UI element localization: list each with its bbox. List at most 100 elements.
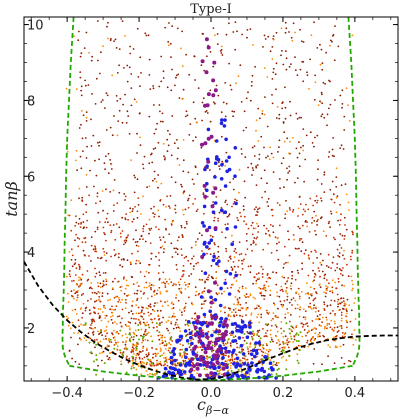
point-dark-red <box>140 351 142 353</box>
point-dark-red <box>101 295 104 297</box>
point-dark-red <box>323 277 326 280</box>
point-red <box>268 276 271 279</box>
point-red <box>71 280 73 282</box>
point-dark-red <box>263 146 265 149</box>
point-dark-red <box>275 326 278 328</box>
point-orange <box>114 339 116 342</box>
point-orange <box>107 299 109 302</box>
point-red <box>191 317 194 320</box>
point-dark-red <box>184 115 187 118</box>
point-dark-red <box>161 120 164 123</box>
point-dark-red <box>306 74 309 76</box>
point-red <box>95 202 97 205</box>
point-dark-red <box>225 102 228 105</box>
point-dark-red <box>75 221 78 224</box>
point-orange <box>335 167 338 170</box>
point-orange <box>347 104 349 106</box>
point-green <box>227 338 230 341</box>
point-red <box>170 281 173 284</box>
point-orange <box>339 325 341 328</box>
point-red <box>223 354 225 357</box>
point-red <box>253 276 256 279</box>
point-dark-red <box>350 309 353 312</box>
point-red <box>274 236 277 239</box>
point-blue <box>184 363 188 368</box>
point-red <box>162 203 165 206</box>
point-dark-red <box>131 313 134 315</box>
point-dark-red <box>278 295 281 298</box>
point-dark-red <box>275 283 278 286</box>
x-tick-label: 0.2 <box>273 386 294 401</box>
point-red <box>221 292 223 295</box>
point-dark-red <box>238 351 241 354</box>
point-orange <box>296 303 299 306</box>
point-dark-red <box>105 252 108 255</box>
point-orange <box>345 307 348 310</box>
point-dark-red <box>341 274 344 277</box>
point-blue <box>241 352 246 356</box>
point-blue <box>207 225 212 230</box>
point-red <box>192 362 195 365</box>
point-red <box>108 341 111 343</box>
point-blue <box>179 334 184 339</box>
point-dark-red <box>249 28 252 30</box>
point-green <box>119 349 122 352</box>
point-dark-red <box>257 208 259 211</box>
point-orange <box>182 368 184 371</box>
point-orange <box>201 292 204 294</box>
point-orange <box>290 329 293 332</box>
point-dark-red <box>245 293 248 295</box>
point-orange <box>230 364 232 367</box>
point-dark-red <box>308 297 311 299</box>
point-green <box>148 326 151 329</box>
point-dark-red <box>228 62 231 65</box>
point-dark-red <box>298 116 301 119</box>
point-dark-red <box>148 115 151 118</box>
point-dark-red <box>159 246 162 249</box>
point-dark-red <box>217 94 220 97</box>
point-dark-red <box>76 169 78 172</box>
point-dark-red <box>78 127 81 129</box>
point-red <box>175 296 177 299</box>
point-red <box>283 299 286 302</box>
point-purple <box>221 366 226 371</box>
point-red <box>215 196 218 198</box>
point-dark-red <box>229 342 232 344</box>
point-dark-red <box>272 71 275 74</box>
point-orange <box>240 360 243 362</box>
point-orange <box>78 285 81 288</box>
point-orange <box>75 149 78 152</box>
point-red <box>94 248 97 251</box>
point-red <box>167 349 170 352</box>
point-red <box>97 291 100 293</box>
point-dark-red <box>267 155 269 158</box>
point-dark-red <box>177 147 180 150</box>
point-dark-red <box>299 227 301 230</box>
point-purple <box>195 319 200 324</box>
point-blue <box>219 286 223 291</box>
point-orange <box>175 294 178 296</box>
point-orange <box>97 330 99 333</box>
point-dark-red <box>240 148 243 150</box>
point-dark-red <box>152 212 155 215</box>
point-orange <box>333 320 336 323</box>
point-blue <box>265 375 270 380</box>
point-dark-red <box>124 93 126 96</box>
point-red <box>217 220 220 222</box>
point-orange <box>272 38 275 41</box>
point-red <box>288 254 291 257</box>
point-red <box>232 261 235 263</box>
point-dark-red <box>112 280 114 283</box>
point-red <box>162 364 165 367</box>
point-orange <box>351 283 354 286</box>
point-red <box>323 309 326 311</box>
point-blue <box>268 361 273 366</box>
point-orange <box>128 327 131 329</box>
point-green <box>270 373 273 376</box>
point-blue <box>211 210 216 214</box>
point-orange <box>323 291 325 294</box>
point-red <box>76 296 79 299</box>
point-blue <box>183 329 188 333</box>
point-orange <box>75 313 78 315</box>
point-orange <box>130 159 133 162</box>
